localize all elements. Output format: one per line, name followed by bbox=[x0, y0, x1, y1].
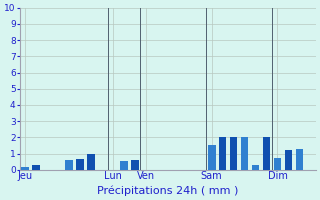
Bar bbox=[296, 149, 303, 170]
Bar bbox=[120, 161, 128, 170]
Bar bbox=[230, 137, 237, 170]
Bar bbox=[219, 137, 227, 170]
Bar bbox=[252, 165, 260, 170]
Bar bbox=[65, 160, 73, 170]
X-axis label: Précipitations 24h ( mm ): Précipitations 24h ( mm ) bbox=[97, 185, 238, 196]
Bar bbox=[241, 137, 248, 170]
Bar bbox=[87, 154, 95, 170]
Bar bbox=[76, 159, 84, 170]
Bar bbox=[32, 165, 40, 170]
Bar bbox=[131, 160, 139, 170]
Bar bbox=[208, 145, 216, 170]
Bar bbox=[263, 137, 270, 170]
Bar bbox=[21, 167, 29, 170]
Bar bbox=[274, 158, 281, 170]
Bar bbox=[284, 150, 292, 170]
